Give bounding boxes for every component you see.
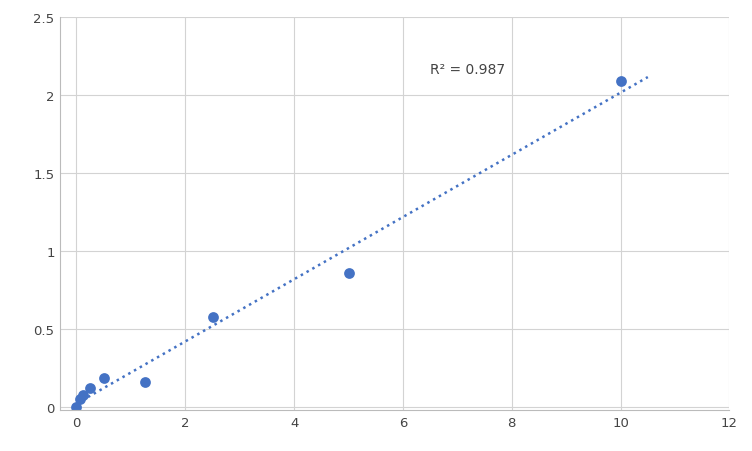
- Point: [77, 391, 89, 398]
- Point: [98, 374, 110, 382]
- Point: [614, 78, 626, 86]
- Point: [138, 379, 150, 386]
- Text: R² = 0.987: R² = 0.987: [430, 63, 505, 77]
- Point: [342, 270, 354, 277]
- Point: [84, 385, 96, 392]
- Point: [207, 313, 219, 321]
- Point: [71, 404, 83, 411]
- Point: [74, 396, 86, 403]
